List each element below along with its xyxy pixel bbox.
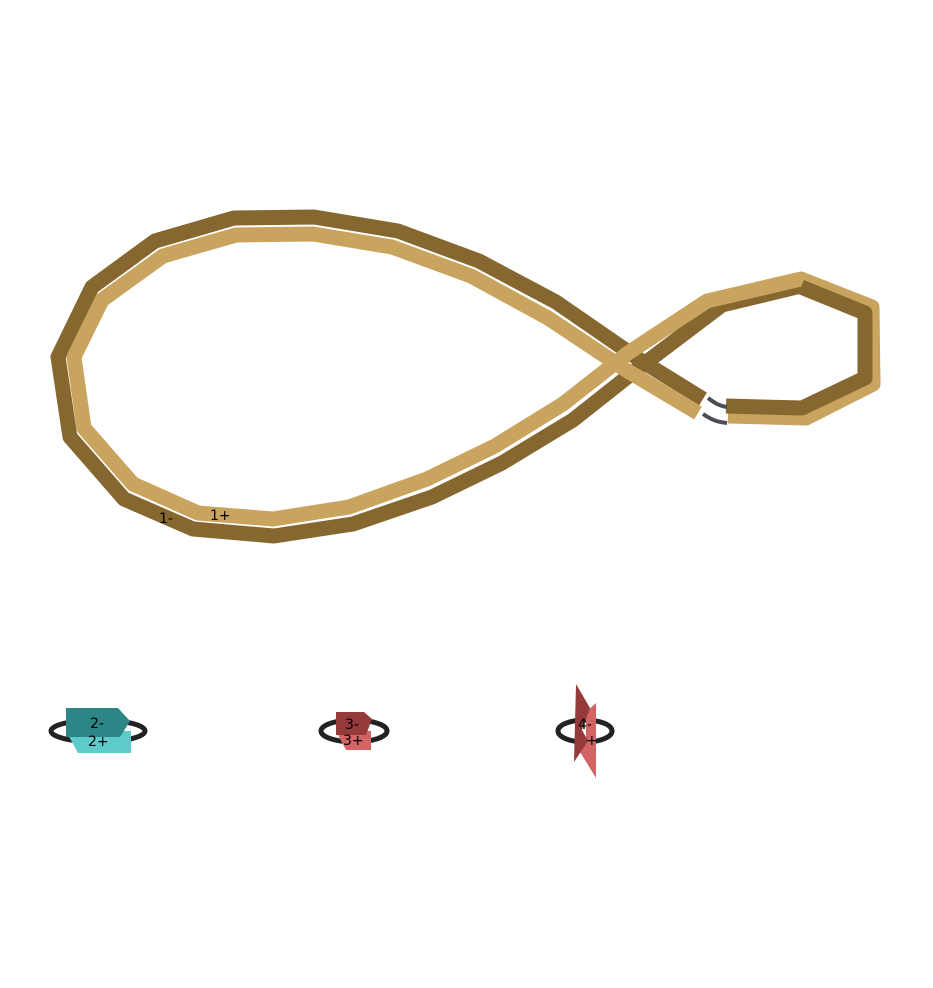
strand-1-plus-label: 1+ bbox=[210, 508, 231, 524]
strand-4: 4- + bbox=[555, 684, 615, 778]
strand-2: 2- 2+ bbox=[48, 708, 148, 753]
strand-1-plus-edge bbox=[66, 226, 881, 527]
strand-1: 1- 1+ bbox=[50, 209, 881, 544]
strand-1-minus-edge bbox=[50, 209, 803, 544]
strand-4-minus-shape bbox=[574, 684, 590, 762]
strand-2-minus-shape bbox=[66, 708, 130, 737]
strand-3-plus-shape bbox=[336, 731, 371, 750]
strand-2-plus-label: 2+ bbox=[88, 734, 109, 750]
strand-3-minus-shape bbox=[336, 712, 372, 735]
strand-3: 3- 3+ bbox=[318, 712, 390, 750]
strand-4-minus-label: 4- bbox=[578, 717, 592, 733]
strand-3-plus-label: 3+ bbox=[343, 733, 364, 749]
strand-4-plus-shape bbox=[580, 703, 596, 778]
strand-1-minus-edge-right bbox=[725, 280, 873, 416]
strand-2-minus-label: 2- bbox=[90, 716, 104, 732]
strand-1-connector-lower bbox=[701, 412, 728, 425]
strand-1-minus-label: 1- bbox=[159, 511, 173, 527]
strand-1-connector-upper bbox=[706, 396, 728, 409]
strand-4-plus-label: + bbox=[586, 733, 598, 749]
strand-3-minus-label: 3- bbox=[345, 717, 359, 733]
